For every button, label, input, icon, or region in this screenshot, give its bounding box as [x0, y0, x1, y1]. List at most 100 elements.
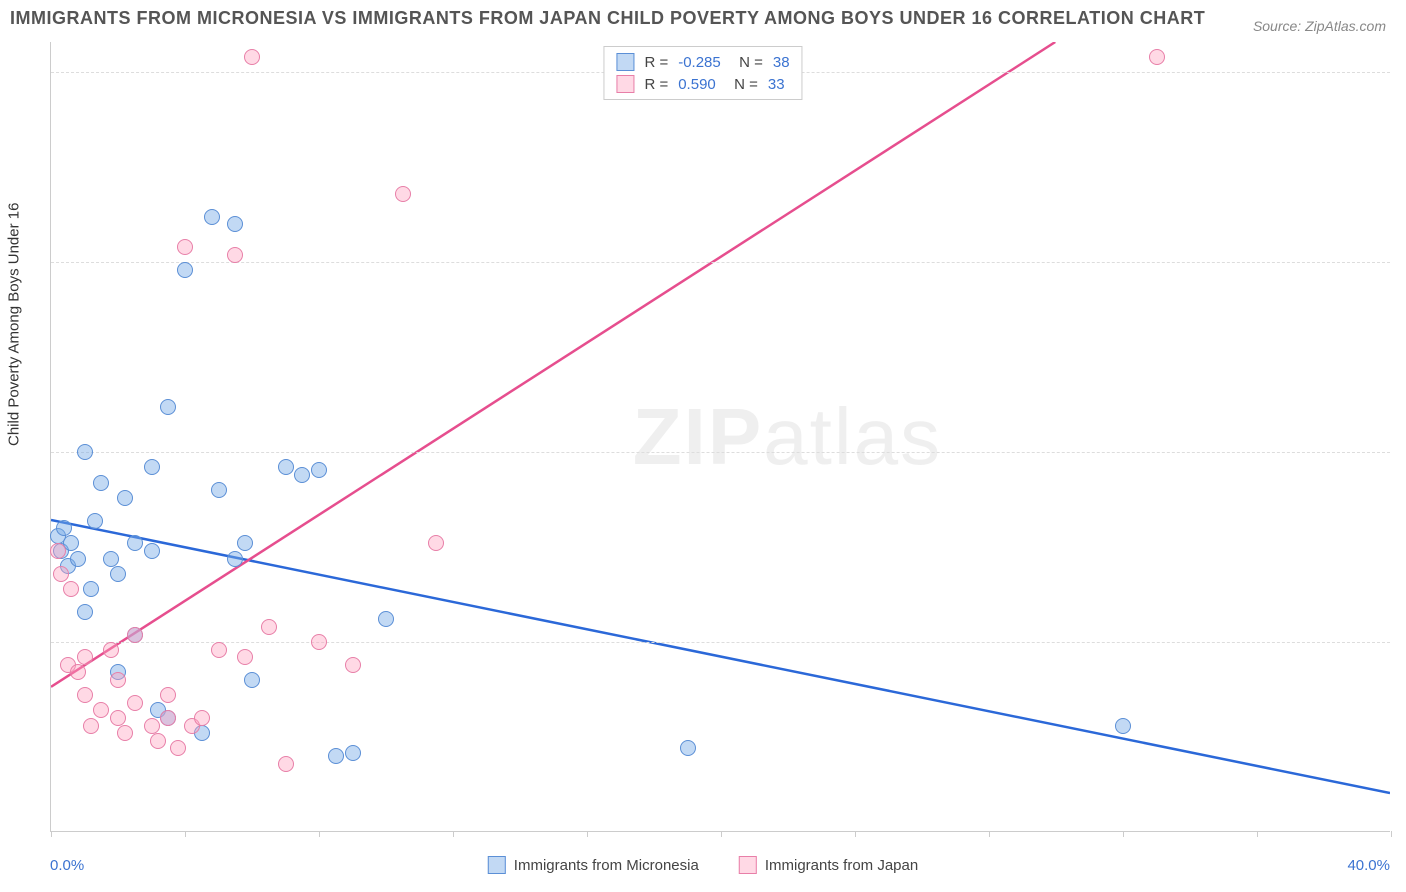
scatter-point — [110, 566, 126, 582]
series-legend: Immigrants from Micronesia Immigrants fr… — [488, 856, 918, 874]
scatter-point — [227, 216, 243, 232]
scatter-point — [160, 710, 176, 726]
scatter-point — [395, 186, 411, 202]
scatter-point — [70, 551, 86, 567]
scatter-point — [211, 482, 227, 498]
scatter-point — [110, 672, 126, 688]
legend-r-blue: -0.285 — [678, 54, 721, 71]
scatter-point — [194, 710, 210, 726]
scatter-point — [311, 634, 327, 650]
x-tick — [1123, 831, 1124, 837]
x-tick — [185, 831, 186, 837]
x-tick — [51, 831, 52, 837]
scatter-point — [328, 748, 344, 764]
scatter-point — [227, 551, 243, 567]
gridline-h — [51, 452, 1390, 453]
trend-line — [51, 42, 1055, 687]
scatter-point — [144, 718, 160, 734]
scatter-point — [160, 687, 176, 703]
scatter-point — [680, 740, 696, 756]
scatter-point — [244, 49, 260, 65]
scatter-point — [227, 247, 243, 263]
legend-row-pink: R = 0.590 N = 33 — [616, 73, 789, 95]
scatter-point — [261, 619, 277, 635]
legend-label-japan: Immigrants from Japan — [765, 857, 918, 874]
scatter-point — [294, 467, 310, 483]
x-tick — [1391, 831, 1392, 837]
legend-label-micronesia: Immigrants from Micronesia — [514, 857, 699, 874]
scatter-point — [237, 649, 253, 665]
scatter-point — [127, 695, 143, 711]
scatter-point — [311, 462, 327, 478]
scatter-point — [103, 551, 119, 567]
scatter-point — [1115, 718, 1131, 734]
legend-item-micronesia: Immigrants from Micronesia — [488, 856, 699, 874]
legend-swatch-blue — [616, 53, 634, 71]
x-tick — [1257, 831, 1258, 837]
scatter-point — [87, 513, 103, 529]
scatter-point — [160, 399, 176, 415]
source-label: Source: ZipAtlas.com — [1253, 18, 1386, 34]
scatter-point — [103, 642, 119, 658]
scatter-point — [211, 642, 227, 658]
scatter-point — [50, 543, 66, 559]
scatter-point — [150, 733, 166, 749]
scatter-point — [110, 710, 126, 726]
trend-lines-svg — [51, 42, 1390, 831]
legend-n-label: N = — [731, 54, 763, 71]
x-tick — [453, 831, 454, 837]
scatter-point — [244, 672, 260, 688]
scatter-point — [127, 535, 143, 551]
x-axis-start-label: 0.0% — [50, 857, 84, 874]
scatter-point — [237, 535, 253, 551]
x-tick — [721, 831, 722, 837]
scatter-point — [127, 627, 143, 643]
watermark-rest: atlas — [763, 392, 942, 481]
scatter-point — [83, 718, 99, 734]
correlation-legend: R = -0.285 N = 38 R = 0.590 N = 33 — [603, 46, 802, 100]
x-axis-end-label: 40.0% — [1347, 857, 1390, 874]
scatter-point — [77, 687, 93, 703]
scatter-point — [144, 543, 160, 559]
scatter-point — [278, 756, 294, 772]
x-tick — [587, 831, 588, 837]
scatter-point — [93, 475, 109, 491]
legend-swatch-pink — [616, 75, 634, 93]
watermark-bold: ZIP — [633, 392, 763, 481]
plot-area: ZIPatlas 12.5%25.0%37.5%50.0% — [50, 42, 1390, 832]
legend-item-japan: Immigrants from Japan — [739, 856, 918, 874]
scatter-point — [278, 459, 294, 475]
x-tick — [319, 831, 320, 837]
legend-r-label-2: R = — [644, 76, 668, 93]
scatter-point — [345, 745, 361, 761]
legend-n-blue: 38 — [773, 54, 790, 71]
scatter-point — [1149, 49, 1165, 65]
legend-row-blue: R = -0.285 N = 38 — [616, 51, 789, 73]
watermark-text: ZIPatlas — [633, 391, 942, 483]
gridline-h — [51, 262, 1390, 263]
scatter-point — [345, 657, 361, 673]
scatter-point — [70, 664, 86, 680]
scatter-point — [177, 262, 193, 278]
legend-swatch-micronesia — [488, 856, 506, 874]
scatter-point — [53, 566, 69, 582]
scatter-point — [77, 444, 93, 460]
x-tick — [989, 831, 990, 837]
scatter-point — [117, 725, 133, 741]
scatter-point — [56, 520, 72, 536]
gridline-h — [51, 642, 1390, 643]
scatter-point — [63, 581, 79, 597]
scatter-point — [170, 740, 186, 756]
chart-container: IMMIGRANTS FROM MICRONESIA VS IMMIGRANTS… — [0, 0, 1406, 892]
legend-n-pink: 33 — [768, 76, 785, 93]
scatter-point — [204, 209, 220, 225]
scatter-point — [93, 702, 109, 718]
scatter-point — [83, 581, 99, 597]
x-tick — [855, 831, 856, 837]
chart-title: IMMIGRANTS FROM MICRONESIA VS IMMIGRANTS… — [10, 8, 1205, 29]
scatter-point — [378, 611, 394, 627]
scatter-point — [77, 649, 93, 665]
scatter-point — [144, 459, 160, 475]
scatter-point — [117, 490, 133, 506]
scatter-point — [77, 604, 93, 620]
